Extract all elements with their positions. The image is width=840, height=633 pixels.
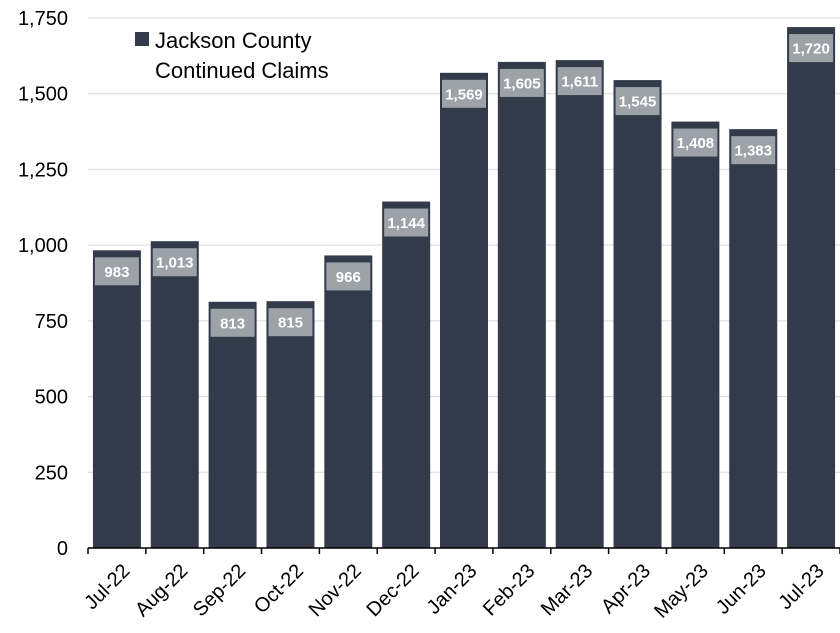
data-label: 813 — [220, 315, 245, 332]
bar — [266, 301, 315, 548]
x-tick-label: Dec-22 — [363, 560, 424, 621]
bars — [92, 27, 836, 549]
data-label-box — [442, 79, 486, 108]
bar — [324, 255, 373, 548]
data-label-box — [152, 248, 197, 277]
y-tick-label: 1,000 — [18, 235, 68, 257]
legend: Jackson County Continued Claims — [135, 28, 329, 83]
x-tick-label: Apr-23 — [597, 560, 655, 618]
bar — [497, 61, 546, 549]
x-tick-label: Jul-23 — [775, 560, 829, 614]
data-label: 1,611 — [561, 74, 598, 91]
data-label-box — [384, 208, 429, 237]
y-tick-label: 0 — [57, 538, 68, 560]
data-label: 1,383 — [734, 143, 772, 160]
bar — [555, 60, 604, 549]
data-label: 1,408 — [677, 135, 715, 152]
y-tick-label: 1,500 — [18, 84, 68, 106]
bar — [613, 80, 662, 548]
legend-label-line-2: Continued Claims — [155, 58, 329, 83]
data-label-box — [326, 262, 371, 291]
data-label-box — [499, 68, 544, 97]
data-label: 1,545 — [619, 94, 657, 111]
x-tick-label: Jan-23 — [423, 560, 482, 619]
data-label-box — [673, 128, 718, 157]
data-label: 966 — [336, 269, 361, 286]
data-labels: 983 1,013 813 815 966 1,144 1,569 1,605 1,611 1,5… — [94, 34, 834, 337]
bar — [382, 201, 431, 548]
data-label-box — [789, 34, 834, 63]
data-label-box — [731, 136, 776, 165]
data-label: 983 — [104, 264, 129, 281]
data-label: 1,144 — [387, 215, 425, 232]
bar — [440, 72, 488, 549]
bar — [787, 27, 836, 549]
x-tick-label: Oct-22 — [250, 560, 308, 618]
x-tick-label: Sep-22 — [189, 560, 250, 621]
data-label-box — [210, 308, 255, 337]
data-label: 1,013 — [156, 255, 194, 272]
legend-swatch — [135, 32, 149, 46]
bar — [92, 250, 141, 548]
x-tick-label: May-23 — [650, 560, 713, 623]
bar — [729, 129, 778, 549]
x-tick-label: Jun-23 — [712, 560, 771, 619]
bar — [671, 121, 720, 548]
y-tick-label: 500 — [35, 387, 68, 409]
x-tick-label: Mar-23 — [537, 560, 597, 620]
data-label-box — [94, 257, 139, 286]
legend-label: Jackson County Continued Claims — [155, 28, 329, 83]
data-label-box — [615, 87, 660, 116]
y-tick-label: 750 — [35, 311, 68, 333]
y-tick-label: 1,250 — [18, 159, 68, 181]
x-tick-label: Nov-22 — [305, 560, 366, 621]
x-tick-label: Aug-22 — [131, 560, 192, 621]
data-label: 1,605 — [503, 75, 541, 92]
bar — [208, 301, 257, 548]
y-tick-label: 1,750 — [18, 8, 68, 30]
legend-label-line-1: Jackson County — [155, 28, 312, 53]
x-tick-label: Feb-23 — [479, 560, 539, 620]
data-label-box — [268, 308, 313, 337]
y-tick-label: 250 — [35, 462, 68, 484]
data-label: 1,720 — [792, 41, 830, 58]
bar — [150, 241, 199, 548]
data-label: 1,569 — [445, 86, 483, 103]
data-label: 815 — [278, 315, 303, 332]
x-tick-label: Jul-22 — [80, 560, 134, 614]
data-label-box — [557, 67, 602, 96]
